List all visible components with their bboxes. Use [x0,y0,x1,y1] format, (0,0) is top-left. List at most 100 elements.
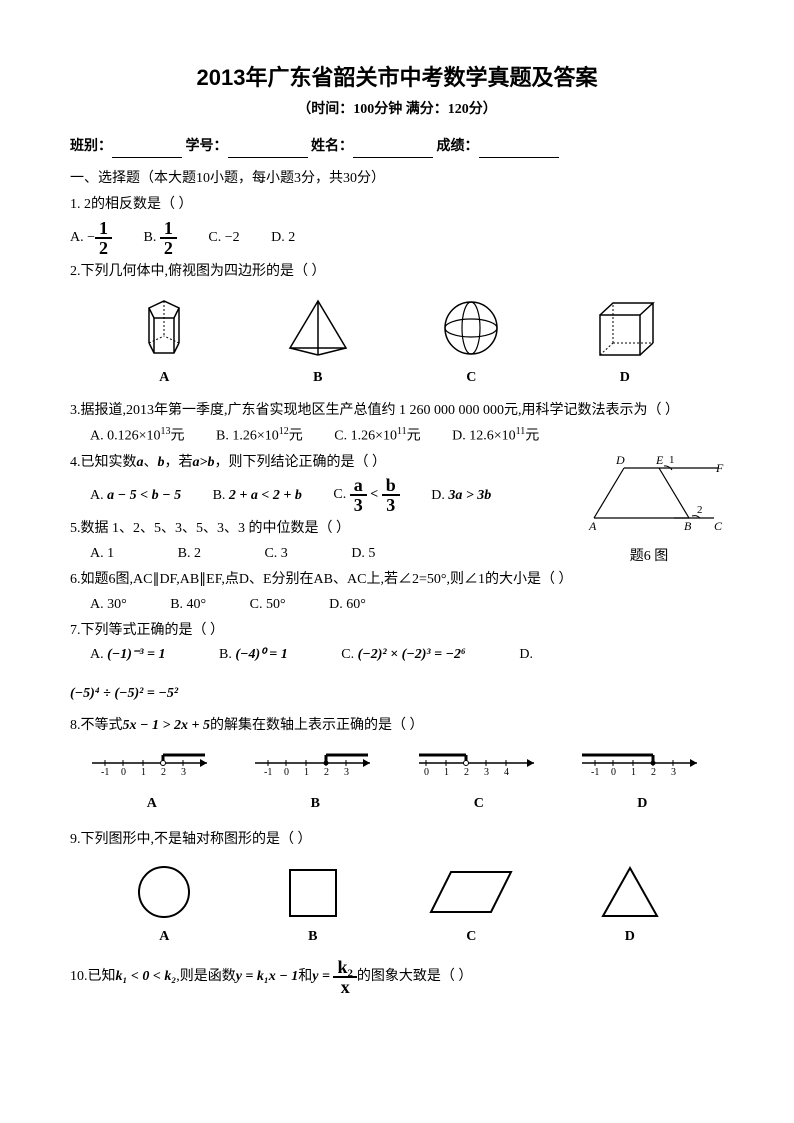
svg-text:1: 1 [631,767,636,778]
svg-text:4: 4 [504,767,509,778]
svg-text:3: 3 [181,767,186,778]
q2-label-c: C [436,367,506,389]
q2-shape-a: A [129,293,199,389]
q8-label-b: B [250,793,380,815]
svg-text:0: 0 [424,767,429,778]
q7-options: A. (−1)⁻³ = 1 B. (−4)⁰ = 1 C. (−2)² × (−… [90,644,724,666]
question-6: 6.如题6图,AC∥DF,AB∥EF,点D、E分别在AB、AC上,若∠2=50°… [70,569,724,591]
q1-opt-d: D. 2 [271,227,295,249]
numberline-c-icon: 0 1 2 3 4 [414,745,544,780]
blank-name[interactable] [353,142,433,158]
question-2: 2.下列几何体中,俯视图为四边形的是（ ） [70,261,724,283]
parallelogram-shape-icon [426,862,516,922]
q7-opt-c: C. (−2)² × (−2)³ = −2⁶ [341,644,466,666]
q2-shapes: A B C D [90,293,704,389]
q1-opt-a: A. −12 [70,219,112,257]
pyramid-icon [278,293,358,363]
svg-text:B: B [684,519,692,533]
question-9: 9.下列图形中,不是轴对称图形的是（ ） [70,829,724,851]
svg-text:0: 0 [611,767,616,778]
q8-label-c: C [414,793,544,815]
page-subtitle: （时间：100分钟 满分：120分） [70,99,724,121]
q2-label-a: A [129,367,199,389]
q6-opt-a: A. 30° [90,594,127,616]
svg-text:1: 1 [444,767,449,778]
q2-shape-b: B [278,293,358,389]
svg-text:C: C [714,519,723,533]
numberline-b-icon: -10123 [250,745,380,780]
cube-icon [585,293,665,363]
numberline-a-icon: -10123 [87,745,217,780]
svg-text:1: 1 [141,767,146,778]
q7-opt-d: D. [519,644,533,666]
q7-extra: (−5)⁴ ÷ (−5)² = −5² [70,683,724,705]
figure-6-label: 题6 图 [574,546,724,568]
prism-icon [129,293,199,363]
svg-text:0: 0 [284,767,289,778]
student-info-row: 班别： 学号： 姓名： 成绩： [70,136,724,158]
q9-label-b: B [278,926,348,948]
q6-opt-d: D. 60° [329,594,366,616]
triangle-icon [595,862,665,922]
q9-shape-d: D [595,862,665,948]
blank-class[interactable] [112,142,182,158]
q8-nl-d: -1 0 1 2 3 D [577,745,707,815]
svg-text:D: D [615,453,625,467]
svg-text:2: 2 [464,767,469,778]
q6-options: A. 30° B. 40° C. 50° D. 60° [90,594,724,616]
svg-text:F: F [715,461,724,475]
page-title: 2013年广东省韶关市中考数学真题及答案 [70,60,724,95]
q5-opt-c: C. 3 [264,543,287,565]
figure-6: A B C D E F 1 2 题6 图 [574,448,724,569]
q6-opt-c: C. 50° [250,594,286,616]
label-class: 班别： [70,139,112,154]
q9-label-a: A [129,926,199,948]
parallelogram-icon: A B C D E F 1 2 [574,448,724,538]
q8-numberlines: -1 0 1 2 3 A -10123 B 0 1 2 3 4 C [70,745,724,815]
q5-opt-d: D. 5 [351,543,375,565]
q7-opt-b: B. (−4)⁰ = 1 [219,644,288,666]
square-icon [278,862,348,922]
circle-icon [129,862,199,922]
sphere-icon [436,293,506,363]
q4-opt-c: C. a3 < b3 [333,476,399,514]
blank-id[interactable] [228,142,308,158]
q8-label-a: A [87,793,217,815]
q3-opt-d: D. 12.6×1011元 [452,424,539,448]
question-10: 10.已知k₁ < 0 < k₂,则是函数y = k₁x − 1和y = k₂x… [70,958,724,996]
q4-opt-b: B. 2 + a < 2 + b [213,485,302,507]
q8-label-d: D [577,793,707,815]
q8-nl-b: -10123 B [250,745,380,815]
q8-nl-a: -10123 A [87,745,217,815]
q2-shape-d: D [585,293,665,389]
svg-text:0: 0 [121,767,126,778]
q2-label-b: B [278,367,358,389]
svg-text:3: 3 [671,767,676,778]
section-1-heading: 一、选择题（本大题10小题，每小题3分，共30分） [70,168,724,190]
svg-text:-1: -1 [591,767,599,778]
q1-opt-c: C. −2 [208,227,239,249]
blank-score[interactable] [479,142,559,158]
q2-shape-c: C [436,293,506,389]
svg-text:1: 1 [669,454,675,466]
numberline-d-icon: -1 0 1 2 3 [577,745,707,780]
q3-opt-a: A. 0.126×1013元 [90,424,185,448]
q3-opt-c: C. 1.26×1011元 [334,424,420,448]
svg-text:E: E [655,453,664,467]
q8-nl-c: 0 1 2 3 4 C [414,745,544,815]
q7-opt-a: A. (−1)⁻³ = 1 [90,644,166,666]
svg-text:3: 3 [344,767,349,778]
q5-opt-b: B. 2 [178,543,201,565]
question-7: 7.下列等式正确的是（ ） [70,620,724,642]
q9-shape-b: B [278,862,348,948]
svg-text:2: 2 [161,767,166,778]
svg-text:2: 2 [697,504,703,516]
svg-text:2: 2 [651,767,656,778]
q6-opt-b: B. 40° [170,594,206,616]
svg-text:A: A [588,519,597,533]
q9-shape-c: C [426,862,516,948]
label-name: 姓名： [311,139,353,154]
q2-label-d: D [585,367,665,389]
question-8: 8.不等式5x − 1 > 2x + 5的解集在数轴上表示正确的是（ ） [70,715,724,737]
svg-text:3: 3 [484,767,489,778]
